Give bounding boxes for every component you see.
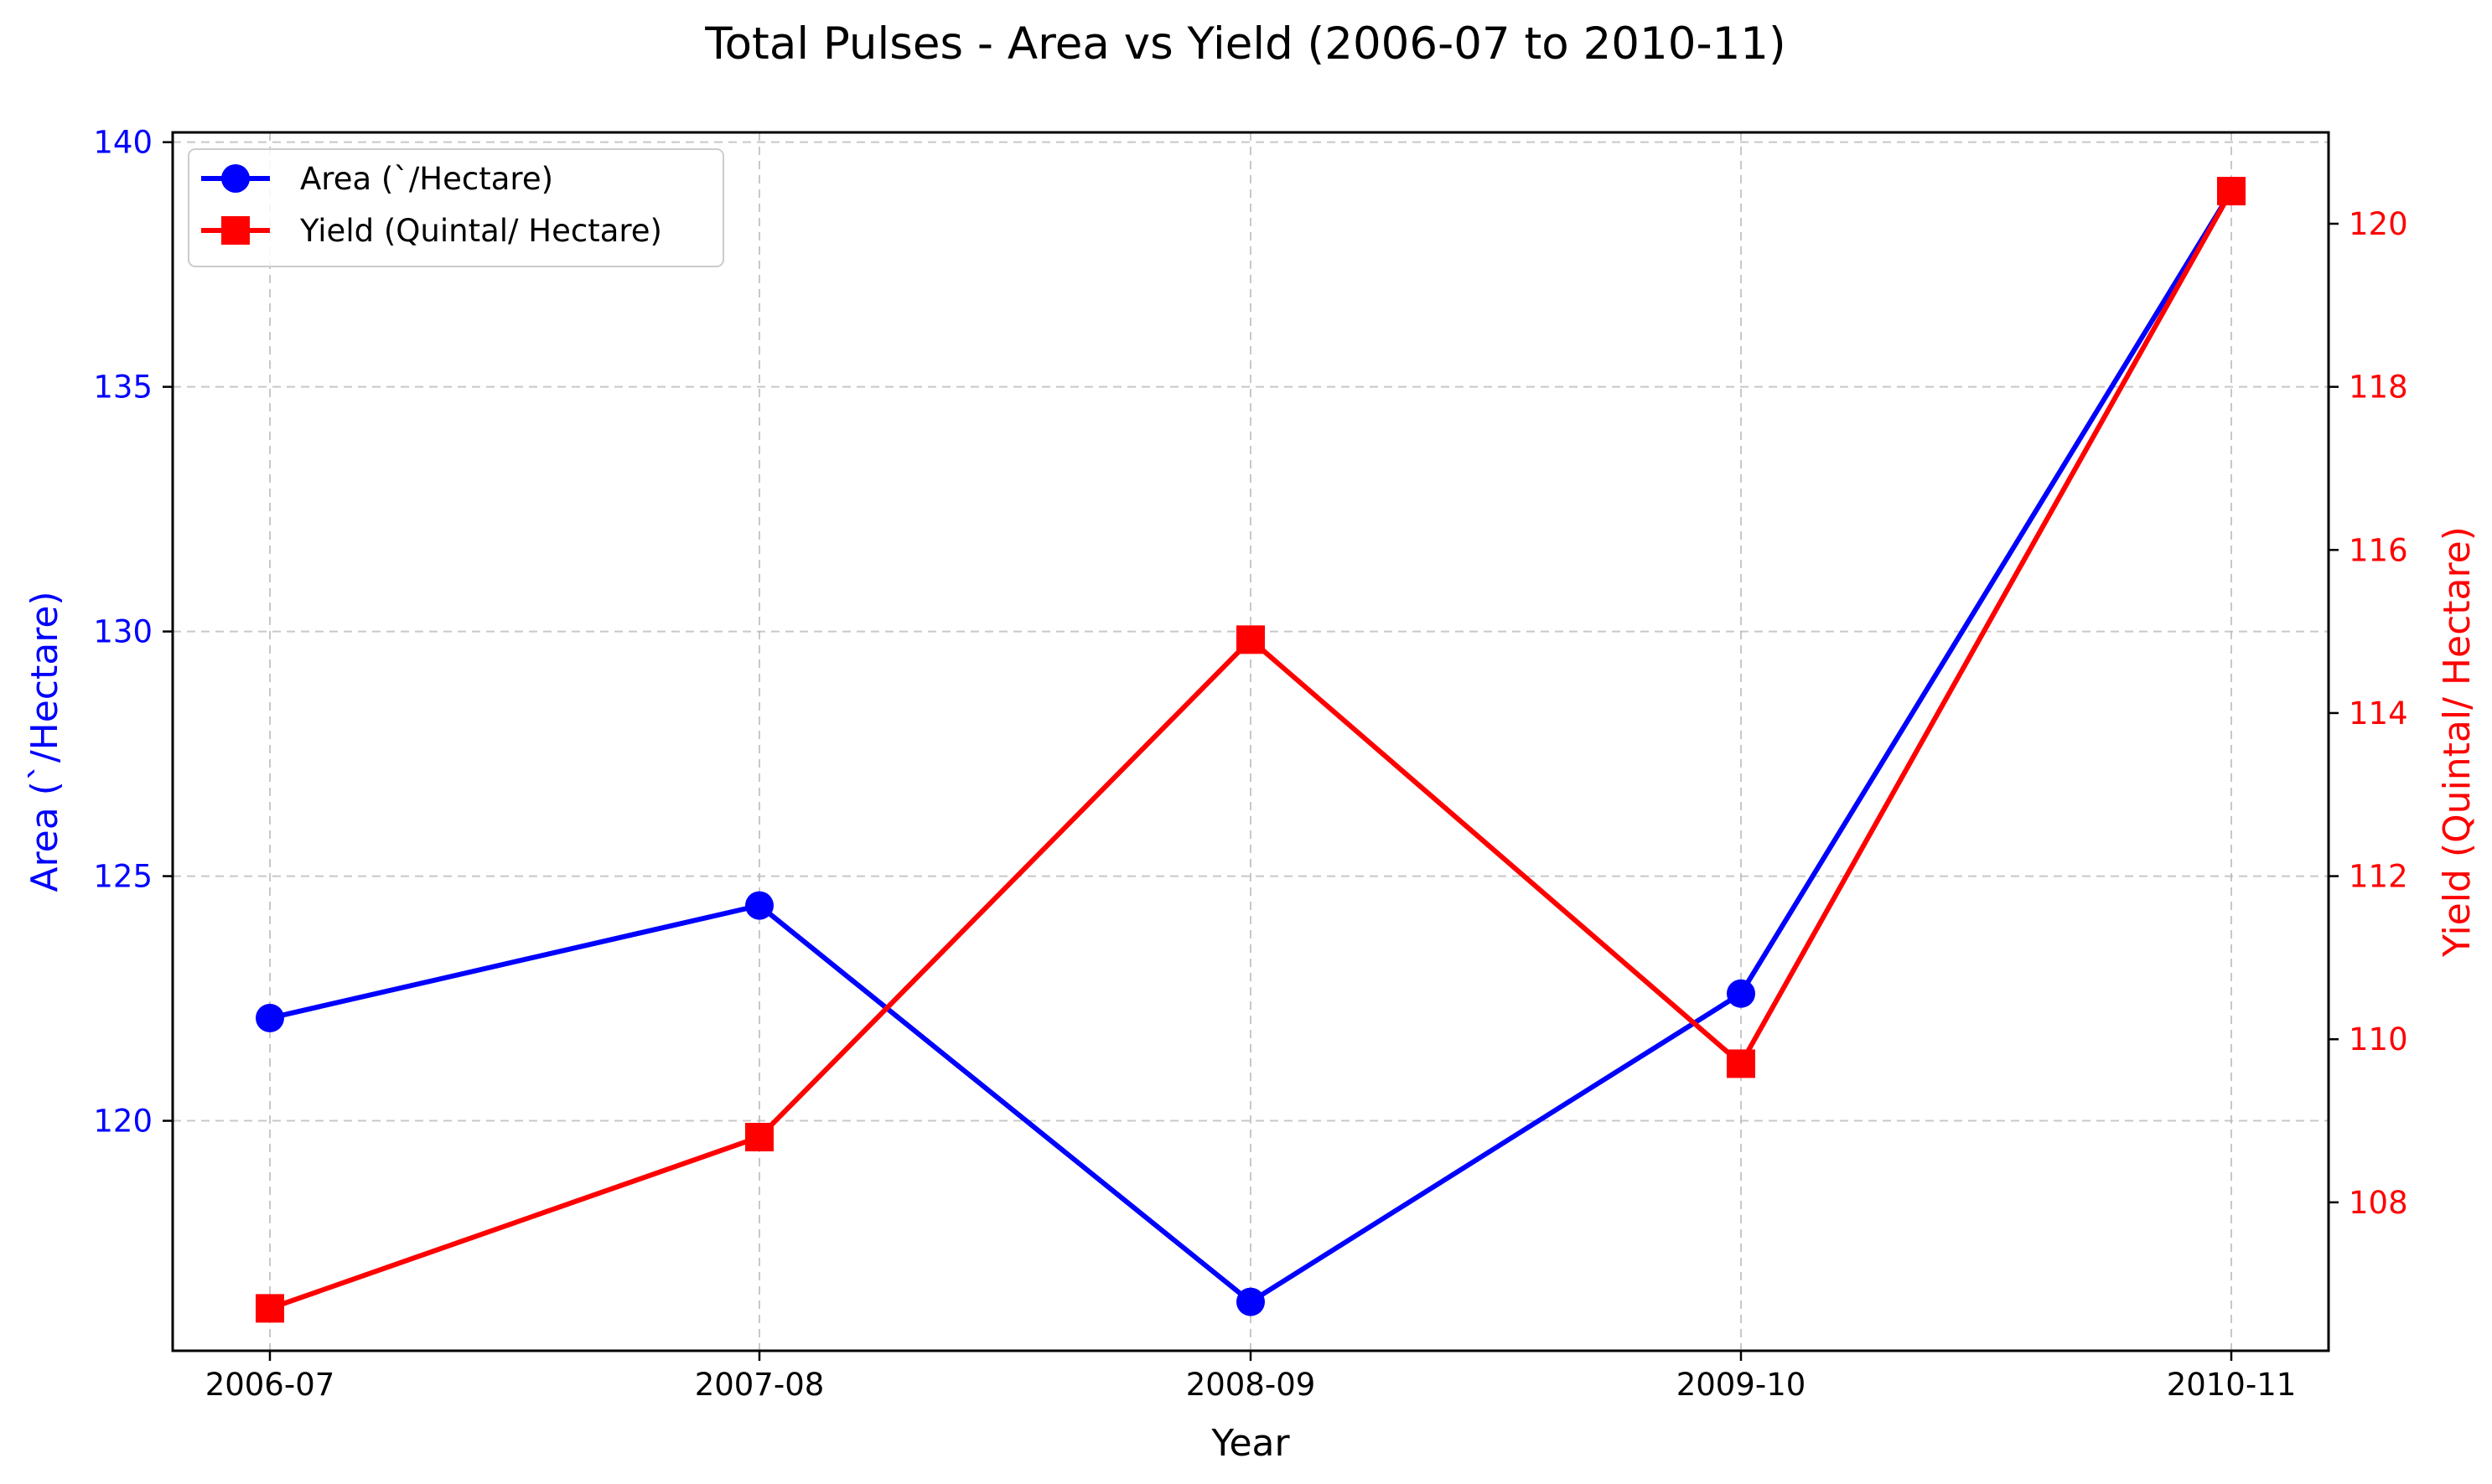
x-tick-label: 2007-08: [695, 1367, 825, 1403]
y-axis-label-left: Area (`/Hectare): [23, 591, 66, 892]
y-tick-label-right: 116: [2349, 532, 2408, 568]
axes: 2006-07 2007-08 2008-09 2009-10 2010-11 120 12…: [93, 125, 2407, 1403]
data-point-square: [256, 1294, 284, 1323]
data-point-circle: [256, 1003, 284, 1032]
data-point-square: [1727, 1049, 1755, 1078]
y-tick-label-left: 140: [93, 125, 153, 161]
legend-label: Area (`/Hectare): [300, 161, 553, 197]
legend-swatch-circle: [221, 164, 250, 193]
legend-label: Yield (Quintal/ Hectare): [299, 213, 662, 249]
data-point-circle: [1727, 979, 1755, 1008]
data-point-square: [1236, 625, 1265, 654]
y-tick-label-left: 130: [93, 614, 153, 650]
x-tick-label: 2009-10: [1676, 1367, 1806, 1403]
chart-title: Total Pulses - Area vs Yield (2006-07 to…: [704, 18, 1785, 70]
y-tick-label-right: 110: [2349, 1021, 2408, 1057]
data-point-circle: [745, 891, 774, 920]
data-point-circle: [1236, 1287, 1265, 1316]
y-tick-label-left: 135: [93, 370, 153, 406]
y-tick-label-right: 118: [2349, 370, 2408, 406]
y-tick-label-left: 120: [93, 1104, 153, 1140]
y-tick-label-right: 108: [2349, 1185, 2408, 1221]
legend-frame: [188, 148, 724, 267]
grid: [173, 132, 2329, 1351]
x-tick-label: 2010-11: [2167, 1367, 2297, 1403]
y-axis-label-right: Yield (Quintal/ Hectare): [2436, 526, 2479, 958]
data-point-square: [2217, 177, 2246, 206]
y-tick-label-right: 120: [2349, 206, 2408, 242]
data-point-square: [745, 1123, 774, 1152]
x-axis-label: Year: [1210, 1422, 1290, 1465]
legend: Area (`/Hectare) Yield (Quintal/ Hectare): [188, 148, 724, 267]
series-layer: [256, 177, 2246, 1323]
y-tick-label-right: 114: [2349, 695, 2408, 732]
plot-frame: [171, 131, 2330, 1352]
x-tick-label: 2008-09: [1186, 1367, 1316, 1403]
y-tick-label-right: 112: [2349, 859, 2408, 895]
legend-swatch-square: [221, 216, 250, 245]
legend-items: Area (`/Hectare) Yield (Quintal/ Hectare): [201, 161, 662, 249]
x-tick-label: 2006-07: [205, 1367, 335, 1403]
y-tick-label-left: 125: [93, 859, 153, 895]
